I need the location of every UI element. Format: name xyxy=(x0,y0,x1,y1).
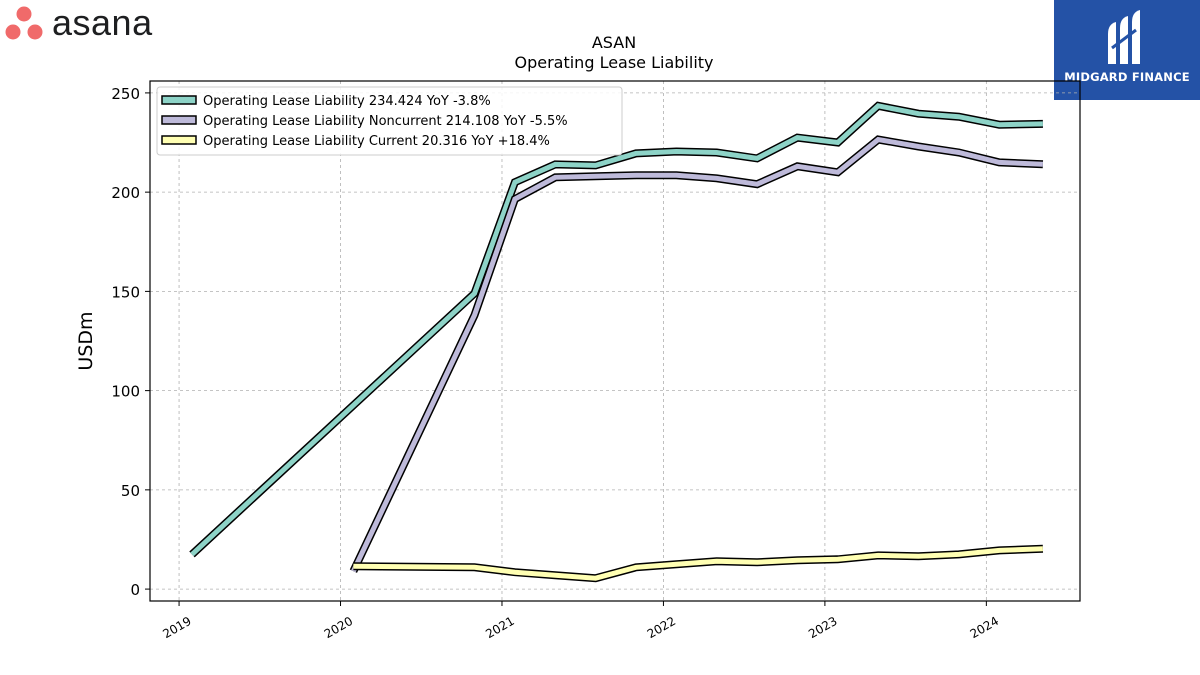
series-line-fill xyxy=(190,103,1043,557)
y-tick-label: 50 xyxy=(121,482,140,500)
asana-dots-icon xyxy=(5,6,43,40)
x-tick-label: 2021 xyxy=(483,614,516,641)
y-tick-label: 0 xyxy=(130,581,140,599)
x-tick-label: 2024 xyxy=(968,614,1001,641)
x-tick-label: 2020 xyxy=(322,614,355,641)
x-tick-label: 2022 xyxy=(645,614,678,641)
legend-swatch xyxy=(161,95,197,105)
series-line-fill xyxy=(351,136,1044,573)
legend-swatch xyxy=(161,135,197,145)
y-axis-label: USDm xyxy=(75,311,97,370)
series-line-0 xyxy=(189,101,1043,558)
midgard-emblem-icon xyxy=(1108,10,1140,64)
legend-label: Operating Lease Liability Noncurrent 214… xyxy=(203,114,568,129)
series-lines xyxy=(189,101,1044,583)
y-tick-label: 150 xyxy=(111,283,140,301)
legend-swatch xyxy=(161,115,197,125)
asana-logo: asana xyxy=(4,4,153,42)
x-tick-label: 2019 xyxy=(160,614,193,641)
legend: Operating Lease Liability 234.424 YoY -3… xyxy=(156,86,623,156)
publisher-name: MIDGARD FINANCE xyxy=(1064,70,1190,84)
y-tick-label: 250 xyxy=(111,85,140,103)
x-tick-label: 2023 xyxy=(806,614,839,641)
legend-box xyxy=(156,86,623,156)
plot-frame xyxy=(149,80,1081,602)
series-line-1 xyxy=(349,135,1044,573)
legend-label: Operating Lease Liability 234.424 YoY -3… xyxy=(203,94,491,109)
midgard-finance-logo: MIDGARD FINANCE xyxy=(1054,0,1200,100)
series-line-2 xyxy=(353,544,1044,583)
series-line-fill xyxy=(353,546,1043,581)
y-tick-label: 200 xyxy=(111,184,140,202)
legend-label: Operating Lease Liability Current 20.316… xyxy=(203,134,550,149)
asana-wordmark: asana xyxy=(52,2,153,43)
chart-subtitle: Operating Lease Liability xyxy=(514,53,713,72)
chart-title: ASAN xyxy=(592,33,636,52)
grid xyxy=(150,81,1080,601)
y-tick-label: 100 xyxy=(111,383,140,401)
